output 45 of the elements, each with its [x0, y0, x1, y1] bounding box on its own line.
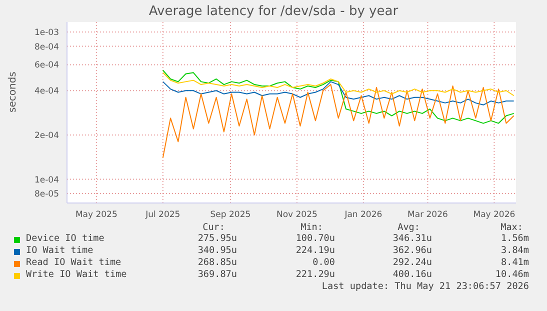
text: 8.41m	[501, 257, 529, 268]
x-tick-label: Jul 2025	[144, 210, 180, 220]
y-axis-title: seconds	[8, 72, 19, 112]
x-tick-label: May 2026	[473, 210, 516, 220]
text: 100.70u	[296, 233, 335, 244]
text: 400.16u	[392, 269, 432, 280]
text: Max:	[500, 222, 523, 233]
text: 275.95u	[198, 233, 237, 244]
legend-label: Device IO time	[26, 233, 104, 244]
text: 224.19u	[296, 245, 335, 256]
text: 292.24u	[392, 257, 432, 268]
line-series	[162, 70, 514, 124]
y-tick-label: 8e-04	[34, 42, 59, 52]
y-tick-label: 4e-04	[34, 86, 59, 97]
x-tick-label: May 2025	[75, 210, 118, 220]
line-series	[162, 84, 514, 158]
x-tick-label: Sep 2025	[210, 210, 251, 220]
text: 221.29u	[296, 269, 335, 280]
text: Cur:	[202, 222, 225, 233]
text: Avg:	[398, 222, 420, 233]
text: 346.31u	[392, 233, 432, 244]
y-tick-label: 2e-04	[34, 130, 59, 141]
y-tick-label: 8e-05	[34, 190, 59, 200]
x-tick-label: Mar 2026	[408, 210, 448, 220]
text: 10.46m	[495, 269, 529, 280]
y-tick-label: 1e-04	[34, 175, 59, 186]
y-tick-label: 1e-03	[34, 28, 59, 38]
legend-label: IO Wait time	[26, 245, 94, 256]
text: 369.87u	[198, 269, 237, 280]
text: 362.96u	[392, 245, 432, 256]
text: 268.85u	[198, 257, 237, 268]
text: Last update: Thu May 21 23:06:57 2026	[322, 281, 529, 292]
line-series	[162, 72, 514, 96]
text: 0.00	[312, 257, 335, 268]
text: Min:	[300, 222, 323, 233]
y-tick-label: 6e-04	[34, 60, 59, 71]
text: 1.56m	[501, 233, 529, 244]
text: 3.84m	[501, 245, 529, 256]
chart-title: Average latency for /dev/sda - by year	[148, 4, 400, 19]
text: 340.95u	[198, 245, 237, 256]
x-tick-label: Jan 2026	[344, 210, 382, 220]
legend-label: Write IO Wait time	[26, 269, 127, 280]
x-tick-label: Nov 2025	[276, 210, 318, 220]
legend-label: Read IO Wait time	[26, 257, 122, 268]
line-series	[162, 81, 514, 106]
